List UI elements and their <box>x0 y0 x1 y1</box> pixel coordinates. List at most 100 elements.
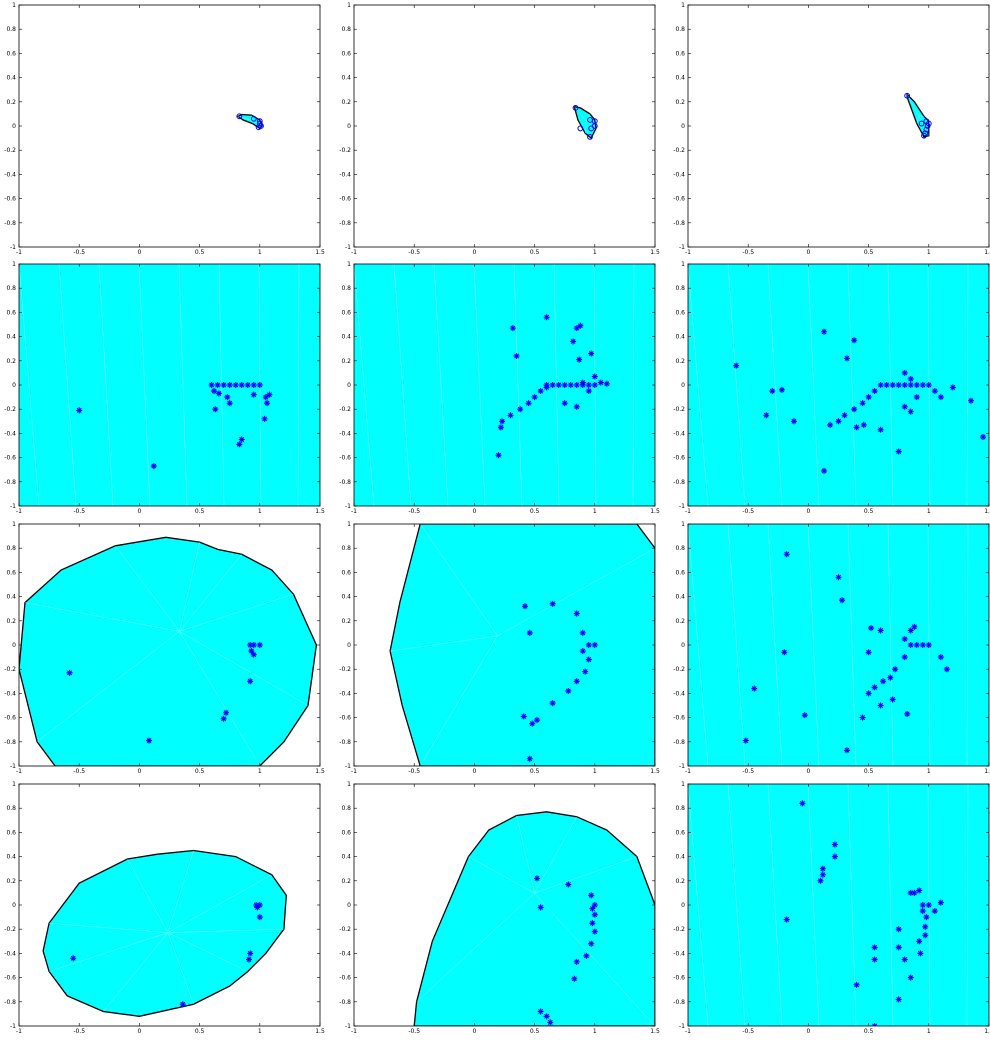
x-tick-label: -0.5 <box>408 249 420 256</box>
subplot-4: -1 -0.5 0 0.5 1 1.5 -1 -0.8 -0.6 -0.4 -0.2 0 0.2 0.4 0… <box>4 261 325 515</box>
y-tick-label: 0.4 <box>6 854 16 861</box>
y-tick-label: -0.8 <box>339 479 351 486</box>
data-point <box>843 355 850 362</box>
y-tick-label: 1 <box>347 521 351 528</box>
data-point <box>526 629 533 636</box>
y-tick-label: -1 <box>10 1023 16 1030</box>
y-tick-label: 0.2 <box>675 878 685 885</box>
y-tick-label: -1 <box>679 503 685 510</box>
y-tick-label: 0.6 <box>675 309 685 316</box>
y-tick-label: 0.6 <box>341 829 351 836</box>
y-tick-label: -0.4 <box>673 690 685 697</box>
data-point <box>573 610 580 617</box>
x-tick-label: 1 <box>258 508 262 515</box>
x-tick-label: 0 <box>472 1028 476 1035</box>
y-tick-label: -0.2 <box>339 406 351 413</box>
data-point <box>922 932 929 939</box>
data-point <box>253 902 260 908</box>
y-tick-label: 0.2 <box>675 618 685 625</box>
fill-region <box>688 784 989 1026</box>
mesh-lines <box>416 815 655 1026</box>
data-point <box>895 926 902 933</box>
data-point <box>254 904 261 911</box>
y-tick-label: -0.6 <box>4 715 16 722</box>
data-point <box>733 362 740 369</box>
x-tick-label: -1 <box>351 508 357 515</box>
x-tick-label: 1.5 <box>650 249 660 256</box>
y-tick-label: -0.4 <box>339 950 351 957</box>
x-tick-label: 1 <box>927 768 931 775</box>
data-point <box>827 421 834 428</box>
x-tick-label: 1 <box>927 1028 931 1035</box>
y-tick-label: 0.6 <box>341 569 351 576</box>
x-tick-label: 0 <box>472 508 476 515</box>
y-tick-label: -1 <box>10 244 16 251</box>
x-tick-label: -1 <box>685 508 691 515</box>
y-tick-label: 1 <box>681 781 685 788</box>
data-point <box>583 952 590 959</box>
data-point <box>883 382 890 388</box>
data-point <box>238 436 245 443</box>
data-point <box>877 426 884 433</box>
x-tick-label: 1.5 <box>315 1028 325 1035</box>
data-point <box>895 944 902 951</box>
subplot-7: -1 -0.5 0 0.5 1 1.5 -1 -0.8 -0.6 -0.4 -0.2 0 0.2 0.4 0… <box>4 521 325 775</box>
data-point <box>895 382 902 388</box>
data-point <box>238 382 245 388</box>
y-tick-label: 0.8 <box>341 545 351 552</box>
y-tick-label: 0 <box>347 123 351 130</box>
y-tick-label: -0.8 <box>339 220 351 227</box>
y-tick-label: 0.4 <box>341 854 351 861</box>
data-point <box>507 412 514 419</box>
y-tick-label: 0.2 <box>675 358 685 365</box>
data-point <box>925 642 932 648</box>
y-tick-label: 0.2 <box>341 358 351 365</box>
y-tick-label: -1 <box>345 763 351 770</box>
y-tick-label: -1 <box>345 503 351 510</box>
y-tick-label: 0 <box>12 642 16 649</box>
data-point <box>821 328 828 335</box>
data-point <box>925 902 932 908</box>
data-point <box>871 684 878 691</box>
y-tick-label: 0.6 <box>6 309 16 316</box>
data-point <box>865 394 872 401</box>
x-tick-label: 0.5 <box>864 249 874 256</box>
x-tick-label: -0.5 <box>742 1028 754 1035</box>
data-point <box>871 944 878 951</box>
data-point <box>907 889 914 896</box>
plot-background <box>354 5 655 247</box>
y-tick-label: -0.4 <box>673 171 685 178</box>
data-point <box>588 350 595 357</box>
y-tick-label: 0.6 <box>6 829 16 836</box>
y-tick-label: 0.6 <box>341 309 351 316</box>
data-point <box>555 382 562 388</box>
data-point <box>223 709 230 716</box>
data-point <box>835 418 842 425</box>
x-tick-label: -0.5 <box>742 768 754 775</box>
data-point <box>860 421 867 428</box>
plot-area <box>19 5 320 247</box>
y-tick-label: -1 <box>345 244 351 251</box>
data-point <box>525 400 532 407</box>
data-point <box>572 104 579 111</box>
data-point <box>499 418 506 425</box>
data-point <box>497 424 504 431</box>
data-point <box>526 755 533 762</box>
x-tick-label: -0.5 <box>73 768 85 775</box>
data-point <box>215 390 222 397</box>
x-tick-label: 0.5 <box>864 768 874 775</box>
data-point <box>579 379 586 386</box>
data-point <box>256 902 263 908</box>
data-point <box>901 369 908 376</box>
y-tick-label: 0.6 <box>6 50 16 57</box>
data-point <box>232 382 239 388</box>
y-tick-label: 0.2 <box>341 618 351 625</box>
data-point <box>573 325 580 332</box>
y-tick-label: 0.8 <box>341 285 351 292</box>
data-point <box>937 654 944 661</box>
data-point <box>925 382 932 388</box>
subplot-9: -1 -0.5 0 0.5 1 1.5 -1 -0.8 -0.6 -0.4 -0.2 0 0.2 0.4 0… <box>673 521 990 775</box>
data-point <box>529 720 536 727</box>
data-point <box>573 958 580 965</box>
plot-area <box>354 5 655 247</box>
